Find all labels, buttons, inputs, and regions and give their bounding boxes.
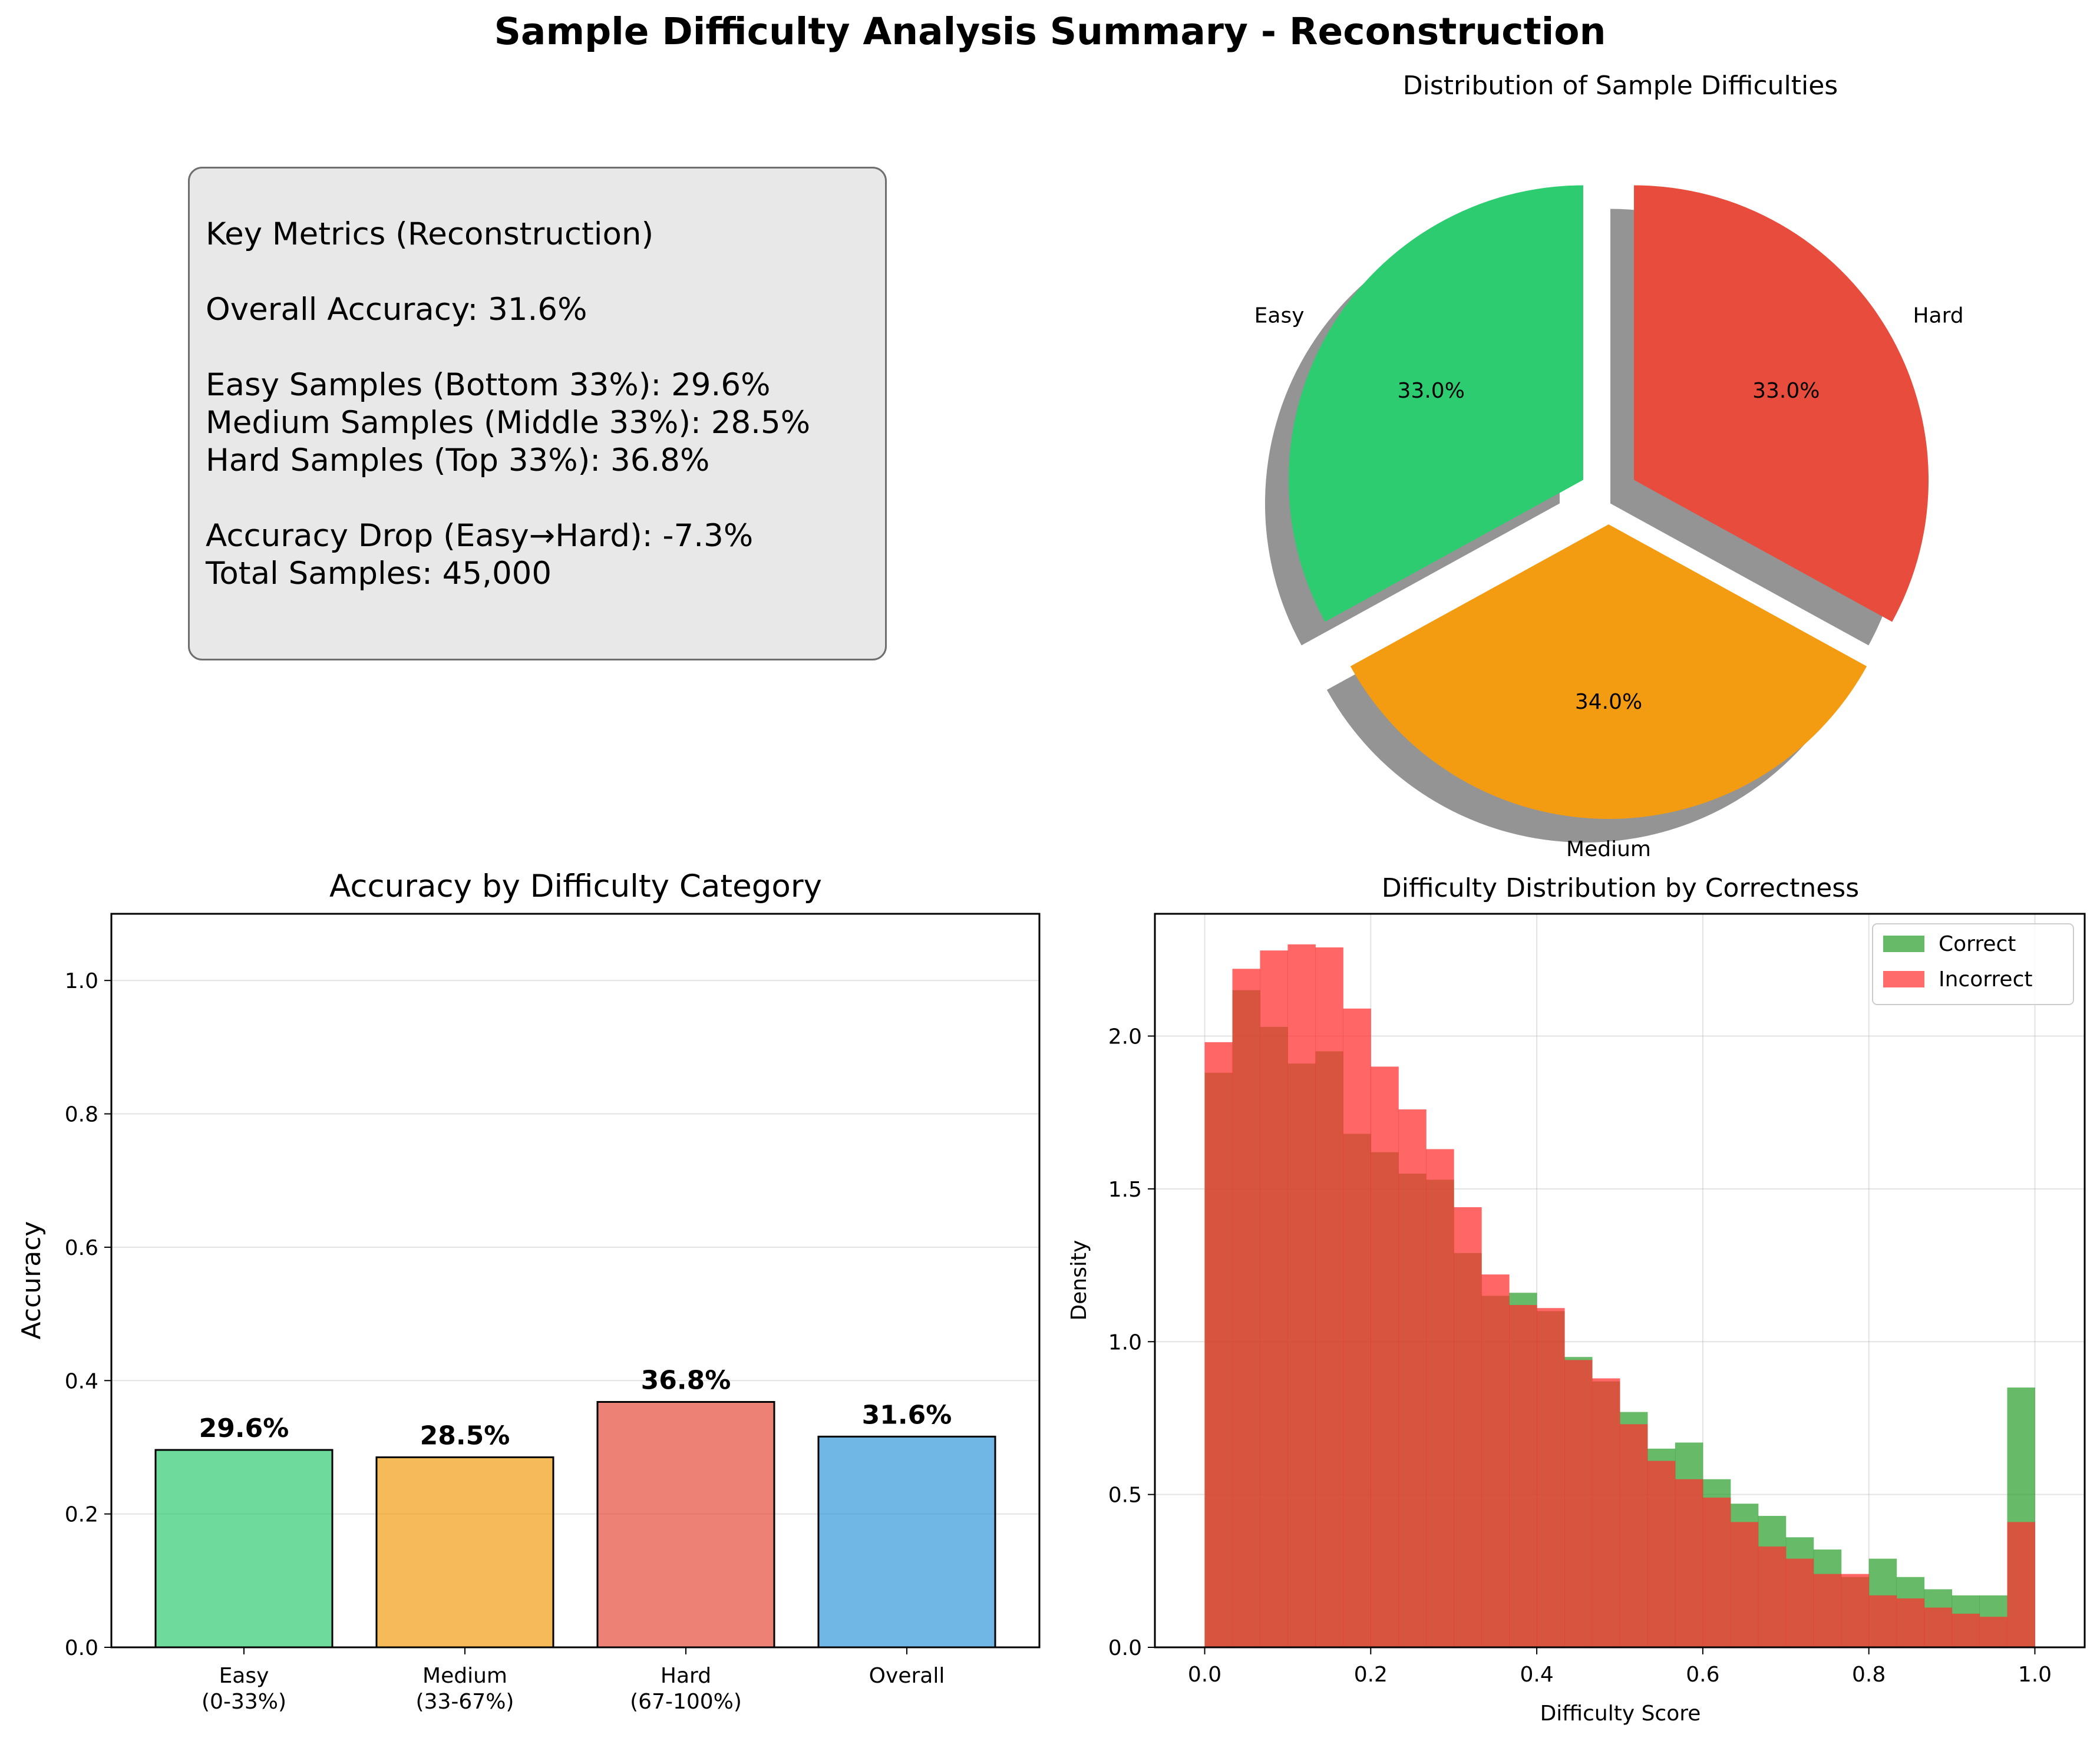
hist-xtick-label: 0.2	[1354, 1663, 1388, 1687]
hist-legend-label-incorrect: Incorrect	[1939, 967, 2033, 992]
pie-wedge-hard	[1634, 185, 1929, 622]
pie-label-hard: Hard	[1913, 304, 1963, 328]
pie-wedge-medium	[1350, 524, 1867, 820]
bar-value-label-hard: 36.8%	[641, 1365, 731, 1395]
hist-bin-incorrect	[1924, 1607, 1953, 1647]
hist-bin-incorrect	[1426, 1149, 1454, 1647]
bar-xtick-label: Medium	[422, 1664, 507, 1688]
hist-bin-incorrect	[1702, 1497, 1731, 1647]
metric-easy-accuracy: Easy Samples (Bottom 33%): 29.6%	[206, 367, 771, 403]
bar-ytick-label: 0.8	[65, 1103, 98, 1127]
hist-bin-incorrect	[1979, 1617, 2007, 1647]
hist-bin-incorrect	[1896, 1598, 1925, 1647]
bar-xtick-label: Overall	[869, 1664, 945, 1688]
hist-bin-incorrect	[1620, 1424, 1648, 1647]
hist-bin-incorrect	[1952, 1613, 1980, 1647]
bar-ytick-label: 0.4	[65, 1369, 98, 1393]
bar-plot-frame	[110, 913, 1041, 1649]
pie-pct-hard: 33.0%	[1752, 379, 1820, 403]
hist-bin-incorrect	[1481, 1274, 1510, 1647]
bar-xtick-label: (67-100%)	[630, 1690, 742, 1714]
hist-ytick-label: 1.0	[1108, 1330, 1142, 1355]
bar-xtick-label: (0-33%)	[202, 1690, 286, 1714]
hist-legend-swatch-incorrect	[1883, 971, 1924, 987]
hist-ytick-label: 2.0	[1108, 1025, 1142, 1049]
hist-bin-incorrect	[1509, 1305, 1537, 1647]
hist-legend-label-correct: Correct	[1939, 932, 2016, 956]
hist-legend-swatch-correct	[1883, 936, 1924, 952]
hist-ylabel: Density	[1067, 1240, 1091, 1321]
bar-ytick-label: 0.0	[65, 1636, 98, 1660]
hist-xtick-label: 0.6	[1686, 1663, 1719, 1687]
hist-bin-incorrect	[1564, 1360, 1593, 1647]
histogram-chart: Difficulty Distribution by Correctness 0…	[1067, 873, 2086, 1726]
hist-bin-incorrect	[1758, 1546, 1787, 1647]
hist-bin-incorrect	[2007, 1522, 2035, 1647]
key-metrics-box: Key Metrics (Reconstruction) Overall Acc…	[188, 167, 887, 660]
bar-chart: Accuracy by Difficulty Category 29.6% 28.…	[16, 868, 1041, 1714]
hist-bin-incorrect	[1232, 969, 1260, 1647]
metric-hard-accuracy: Hard Samples (Top 33%): 36.8%	[206, 442, 710, 478]
bar-xtick-label: (33-67%)	[416, 1690, 514, 1714]
hist-xlabel: Difficulty Score	[1540, 1702, 1701, 1726]
bar-medium	[375, 1456, 554, 1649]
hist-ytick-label: 1.5	[1108, 1178, 1142, 1202]
figure-suptitle: Sample Difficulty Analysis Summary - Rec…	[494, 10, 1606, 53]
hist-bin-incorrect	[1868, 1595, 1897, 1647]
bar-easy	[154, 1449, 334, 1649]
hist-bin-incorrect	[1398, 1109, 1427, 1647]
hist-bin-incorrect	[1537, 1308, 1565, 1647]
hist-bin-incorrect	[1592, 1378, 1620, 1647]
hist-bin-incorrect	[1675, 1479, 1703, 1647]
hist-bin-incorrect	[1785, 1558, 1814, 1647]
hist-xtick-label: 0.4	[1520, 1663, 1553, 1687]
hist-xtick-label: 0.0	[1188, 1663, 1221, 1687]
metric-total-samples: Total Samples: 45,000	[206, 556, 552, 592]
pie-chart: Distribution of Sample Difficulties 33.0…	[1254, 71, 1964, 861]
hist-bin-incorrect	[1371, 1066, 1399, 1647]
pie-pct-easy: 33.0%	[1398, 379, 1465, 403]
hist-bin-incorrect	[1813, 1574, 1842, 1647]
bar-overall	[817, 1435, 996, 1649]
hist-xtick-label: 0.8	[1852, 1663, 1886, 1687]
bar-title: Accuracy by Difficulty Category	[329, 868, 822, 904]
bar-ytick-label: 0.2	[65, 1503, 98, 1527]
bar-ytick-label: 0.6	[65, 1236, 98, 1260]
hist-bin-incorrect	[1730, 1522, 1759, 1647]
hist-bin-incorrect	[1343, 1008, 1371, 1647]
metric-overall-accuracy: Overall Accuracy: 31.6%	[206, 292, 587, 328]
pie-wedge-easy	[1288, 185, 1583, 622]
bar-value-label-easy: 29.6%	[199, 1413, 289, 1443]
hist-bin-incorrect	[1315, 947, 1343, 1647]
bar-value-label-medium: 28.5%	[420, 1420, 510, 1451]
hist-legend: Correct Incorrect	[1872, 923, 2074, 1005]
hist-bin-incorrect	[1841, 1574, 1870, 1647]
bar-ylabel: Accuracy	[16, 1221, 47, 1340]
hist-xtick-label: 1.0	[2018, 1663, 2052, 1687]
hist-bin-incorrect	[1204, 1042, 1233, 1647]
hist-bin-incorrect	[1287, 944, 1316, 1647]
bar-xtick-label: Hard	[661, 1664, 711, 1688]
bar-hard	[596, 1400, 775, 1649]
hist-ytick-label: 0.0	[1108, 1636, 1142, 1660]
hist-plot-frame	[1154, 913, 2086, 1649]
bar-ytick-label: 1.0	[65, 969, 98, 993]
bar-xtick-label: Easy	[219, 1664, 269, 1688]
pie-label-easy: Easy	[1254, 304, 1305, 328]
hist-title: Difficulty Distribution by Correctness	[1382, 873, 1859, 903]
hist-bin-incorrect	[1454, 1207, 1482, 1647]
bar-value-label-overall: 31.6%	[862, 1400, 952, 1430]
pie-label-medium: Medium	[1566, 837, 1651, 861]
pie-pct-medium: 34.0%	[1575, 690, 1642, 714]
metrics-title: Key Metrics (Reconstruction)	[206, 216, 654, 252]
metric-accuracy-drop: Accuracy Drop (Easy→Hard): -7.3%	[206, 518, 754, 554]
hist-series-incorrect	[1204, 944, 2035, 1647]
metric-medium-accuracy: Medium Samples (Middle 33%): 28.5%	[206, 405, 811, 441]
pie-title: Distribution of Sample Difficulties	[1403, 71, 1838, 101]
hist-ytick-label: 0.5	[1108, 1484, 1142, 1508]
hist-bin-incorrect	[1260, 950, 1288, 1647]
hist-bin-incorrect	[1647, 1461, 1676, 1647]
